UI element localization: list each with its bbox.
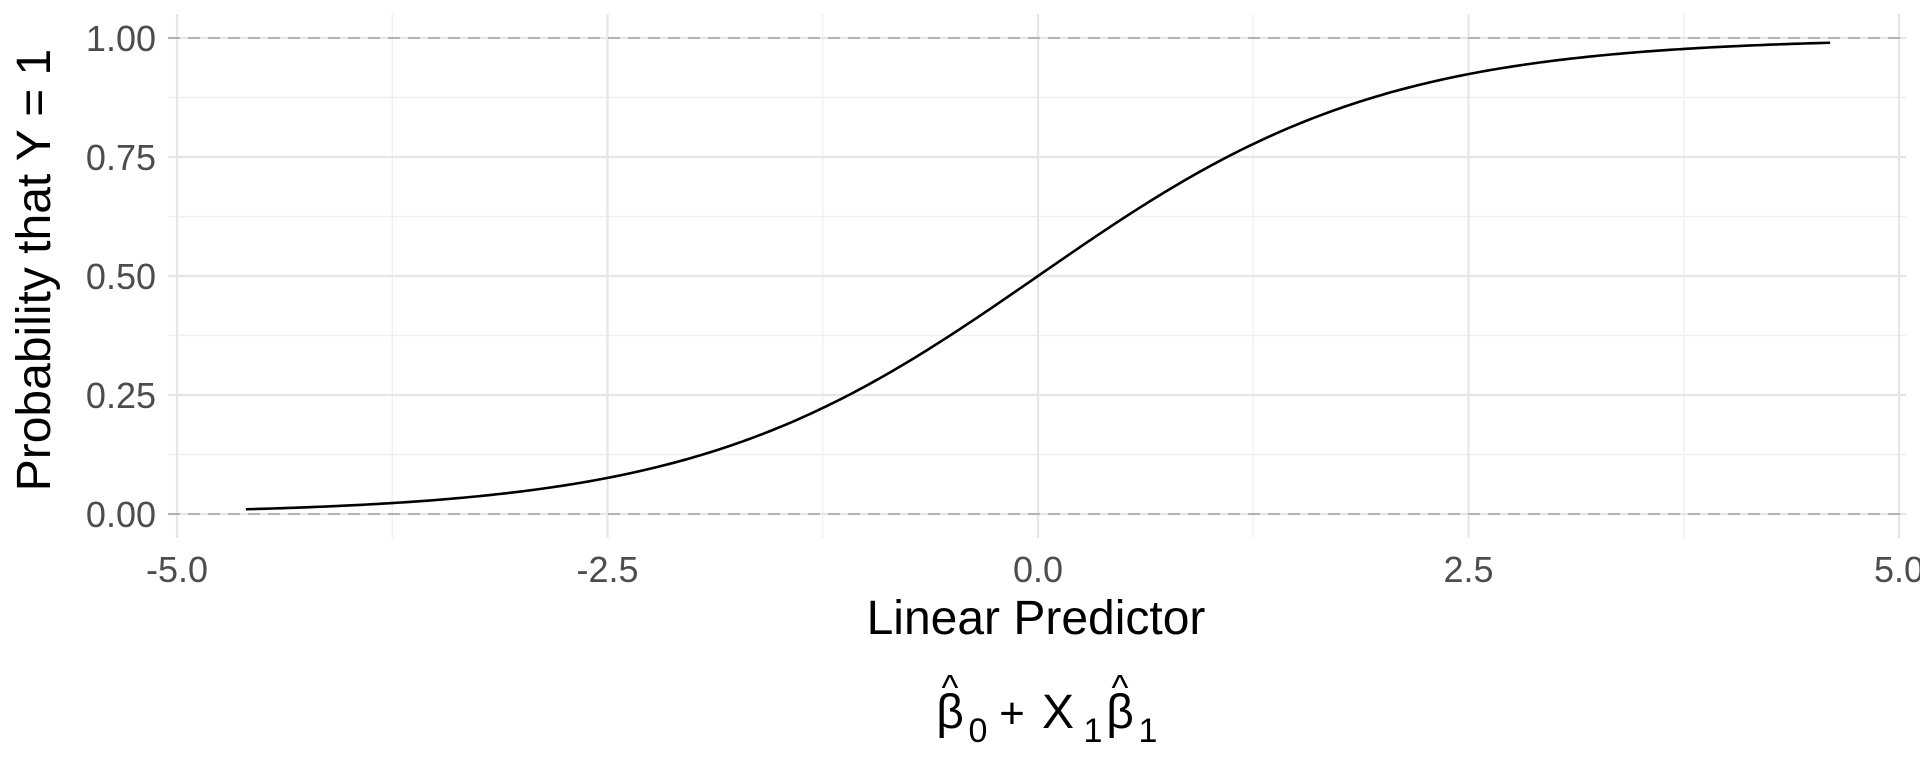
reference-lines <box>168 37 1906 515</box>
series-line-logistic <box>245 41 1831 511</box>
formula-x: X <box>1042 686 1074 739</box>
formula-sub0: 0 <box>969 712 988 750</box>
linear-predictor-formula: ^ β 0 + X 1 ^ β 1 <box>936 667 1157 750</box>
formula-sub1-beta: 1 <box>1139 712 1158 750</box>
y-tick-label: 0.50 <box>86 256 156 297</box>
x-axis-title: Linear Predictor <box>867 592 1206 645</box>
formula-beta1: β <box>1106 686 1134 739</box>
y-tick-labels: 0.00 0.25 0.50 0.75 1.00 <box>86 18 156 535</box>
x-tick-label: -5.0 <box>146 549 208 590</box>
y-tick-label: 0.75 <box>86 137 156 178</box>
x-tick-label: 0.0 <box>1013 549 1063 590</box>
x-tick-labels: -5.0 -2.5 0.0 2.5 5.0 <box>146 549 1920 590</box>
formula-beta0: β <box>936 686 964 739</box>
y-tick-label: 0.00 <box>86 494 156 535</box>
formula-plus: + <box>999 689 1025 738</box>
x-tick-label: -2.5 <box>576 549 638 590</box>
y-tick-label: 1.00 <box>86 18 156 59</box>
x-tick-label: 2.5 <box>1443 549 1493 590</box>
y-tick-label: 0.25 <box>86 375 156 416</box>
formula-hat-beta1: ^ <box>1112 667 1129 708</box>
x-tick-label: 5.0 <box>1874 549 1920 590</box>
y-axis-title: Probability that Y = 1 <box>8 49 61 492</box>
formula-sub1-x: 1 <box>1084 712 1103 750</box>
formula-hat-beta0: ^ <box>942 667 959 708</box>
